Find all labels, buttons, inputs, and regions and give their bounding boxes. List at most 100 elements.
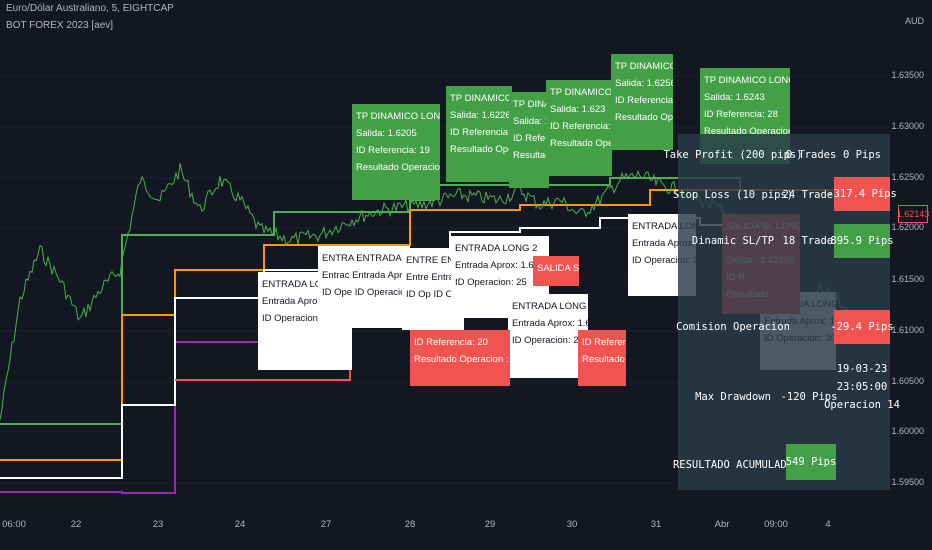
price-axis-label: 1.60000 <box>891 426 924 436</box>
trade-label-line: ID Referencia: 21 <box>450 127 512 138</box>
price-axis-label: 1.62000 <box>891 222 924 232</box>
trade-label-line: ID Referencia: 19 <box>356 145 430 156</box>
dyn-row-label: Dinamic SL/TP <box>691 235 775 247</box>
trade-label-line: ID Operacion: 25 <box>455 277 527 288</box>
trade-label-line: ID Operacion: 29 <box>632 255 696 266</box>
trade-label-line: ENTRADA LONG 2 <box>455 243 538 254</box>
trade-label-line: ID Referencia: 26 <box>615 95 673 106</box>
trade-label-line: Entrada Aprox: 1.6 <box>262 296 341 307</box>
current-price-tag: 1.62143 <box>897 205 929 223</box>
trade-label-line: Salida: 1.6205 <box>356 128 417 139</box>
trade-label-line: ENTRADA LONG 2 <box>262 279 345 290</box>
symbol-title[interactable]: Euro/Dólar Australiano, 5, EIGHTCAP <box>6 3 174 14</box>
trade-label-line: Resultado Operacion : -14 <box>414 354 510 365</box>
commission-row-label: Comision Operacion <box>676 321 790 333</box>
sl-row-trades: 24 Trades <box>782 189 840 201</box>
time-axis-label: 22 <box>70 519 82 530</box>
sl-row-label: Stop Loss (10 pips) <box>672 189 794 201</box>
orange-level-line <box>0 189 880 461</box>
trade-label-green[interactable]: TP DINAMICO LONG 2 Salida: 1.623 ID Refere… <box>546 80 612 176</box>
time-axis-label: 23 <box>152 519 164 530</box>
trade-label-line: Resultado <box>513 150 549 161</box>
price-axis-label: 1.63500 <box>891 70 924 80</box>
trade-label-line: Salida: 1.6256 <box>615 78 673 89</box>
tp-row-trades: 0 Trades <box>785 149 837 161</box>
trade-label-line: Salida: 1.6243 <box>704 92 765 103</box>
trade-label-line: SALIDA SL L <box>537 263 579 274</box>
trade-label-line: ID Operacion: 19 <box>262 313 334 324</box>
tp-row-pips: 0 Pips <box>843 149 881 161</box>
trade-label-line: ENTRE ENTRADA <box>406 255 464 266</box>
price-axis-label: 1.60500 <box>891 376 924 386</box>
trade-label-line: ENTRADA LONG 2 <box>632 221 696 232</box>
trade-label-line: Entrada Aprox: 1.623 <box>632 238 696 249</box>
price-axis-label: 1.61500 <box>891 274 924 284</box>
trade-label-line: ENTRA ENTRADA LONG 2 <box>322 253 410 264</box>
time-axis-label: 27 <box>320 519 332 530</box>
trade-label-line: ENTRADA LONG 1 <box>512 301 588 312</box>
trade-label-red[interactable]: ID Referencia: 20 Resultado Operacion : -… <box>410 330 510 386</box>
trade-label-line: Entrada Aprox: 1.6153 <box>512 318 588 329</box>
price-axis-currency: AUD <box>904 16 924 26</box>
trade-label-line: Salida: 1.6226 <box>450 110 511 121</box>
trade-label-green[interactable]: TP DINAMICO LONG 2 Salida: 1.6226 ID Refer… <box>446 86 512 182</box>
trade-label-white[interactable]: ENTRA ENTRADA LONG 2 Entrac Entrada Aprox… <box>318 246 410 328</box>
trade-label-red[interactable]: SALIDA SL L <box>533 256 579 286</box>
trade-label-line: TP DINAMICO LONG 2 <box>513 99 549 110</box>
trade-label-line: TP DINAMICO LONG 2 <box>356 111 440 122</box>
trade-label-line: Entrada Aprox: 1.6204 <box>455 260 549 271</box>
trade-label-white[interactable]: ENTRADA LONG 1 Entrada Aprox: 1.6153 ID Op… <box>508 294 588 378</box>
trade-label-red[interactable]: ID Referencia: 28 Resultado Operacion : -… <box>578 330 626 386</box>
time-axis-label: 09:00 <box>764 519 788 530</box>
trade-label-line: ID Ope ID Operacion: 21 <box>322 287 410 298</box>
trade-label-line: TP DINAMICO LONG 2 <box>704 75 790 86</box>
trade-label-line: ID Referencia: 28 <box>582 337 626 348</box>
price-axis-label: 1.62500 <box>891 172 924 182</box>
indicator-title[interactable]: BOT FOREX 2023 [aev] <box>6 20 114 31</box>
accumulated-label: RESULTADO ACUMULADO <box>672 459 794 471</box>
price-axis-label: 1.63000 <box>891 121 924 131</box>
trade-label-line: Entrac Entrada Aprox: 1. <box>322 270 410 281</box>
trade-label-line: Resultado Operacion: 32.0 <box>704 126 790 137</box>
time-axis-label: 30 <box>566 519 578 530</box>
trade-label-green[interactable]: TP DINAMICO LONG 2 Salida: 1.6256 ID Refer… <box>611 54 673 150</box>
trade-label-line: Resultado Operacion: 40.5 <box>356 162 440 173</box>
trade-label-line: ID Operacion: 26 <box>512 335 584 346</box>
price-axis-label: 1.59500 <box>891 477 924 487</box>
trade-label-line: Salida: 1.6 <box>513 116 549 127</box>
trade-label-line: Salida: 1.623 <box>550 104 606 115</box>
trade-label-green[interactable]: TP DINAMICO LONG 2 Salida: 1.6205 ID Refer… <box>352 104 440 200</box>
trade-label-line: TP DINAMICO LONG 2 <box>615 61 673 72</box>
last-date: 19-03-23 <box>836 363 888 375</box>
time-axis-label: 29 <box>484 519 496 530</box>
last-operation: Operacion 14 <box>824 399 900 411</box>
trade-label-line: TP DINAMICO LONG 2 <box>550 87 612 98</box>
accumulated-value: 549 Pips <box>786 444 836 480</box>
dyn-row-pips: 895.9 Pips <box>830 224 894 258</box>
time-axis-label: 28 <box>404 519 416 530</box>
trade-label-green[interactable]: TP DINAMICO LONG 2 Salida: 1.6 ID Referen R… <box>509 92 549 188</box>
time-axis-label: 06:00 <box>2 519 26 530</box>
time-axis-label: 24 <box>234 519 246 530</box>
trade-label-line: Resultado Operacion: ... <box>615 112 673 123</box>
sl-row-pips: -317.4 Pips <box>827 177 897 211</box>
trade-label-line: TP DINAMICO LONG 2 <box>450 93 512 104</box>
max-drawdown-value: -120 Pips <box>780 391 838 403</box>
commission-row-pips: -29.4 Pips <box>830 310 894 344</box>
dyn-row-trades: 18 Trades <box>782 235 840 247</box>
time-axis-label: 31 <box>650 519 662 530</box>
stats-table: Take Profit (200 pips) 0 Trades 0 Pips S… <box>663 134 900 490</box>
trade-label-line: Resultado Operacion: 26 <box>550 138 612 149</box>
time-axis-label: Abr <box>714 519 730 530</box>
trade-label-line: ID Referencia: 20 <box>414 337 488 348</box>
trade-label-line: Resultado Operacion: ... <box>450 144 512 155</box>
tp-row-label: Take Profit (200 pips) <box>663 149 803 161</box>
trade-label-line: ID Referencia: 28 <box>704 109 778 120</box>
trade-label-line: ID Referencia: 25 <box>550 121 612 132</box>
trade-label-line: ID Op ID Opera <box>406 289 464 300</box>
trade-label-line: Resultado Operacion : -14 <box>582 354 626 365</box>
trade-label-line: Entre Entrada <box>406 272 464 283</box>
trade-label-line: ID Referen <box>513 133 549 144</box>
max-drawdown-label: Max Drawdown <box>695 391 771 403</box>
last-time: 23:05:00 <box>836 381 888 393</box>
